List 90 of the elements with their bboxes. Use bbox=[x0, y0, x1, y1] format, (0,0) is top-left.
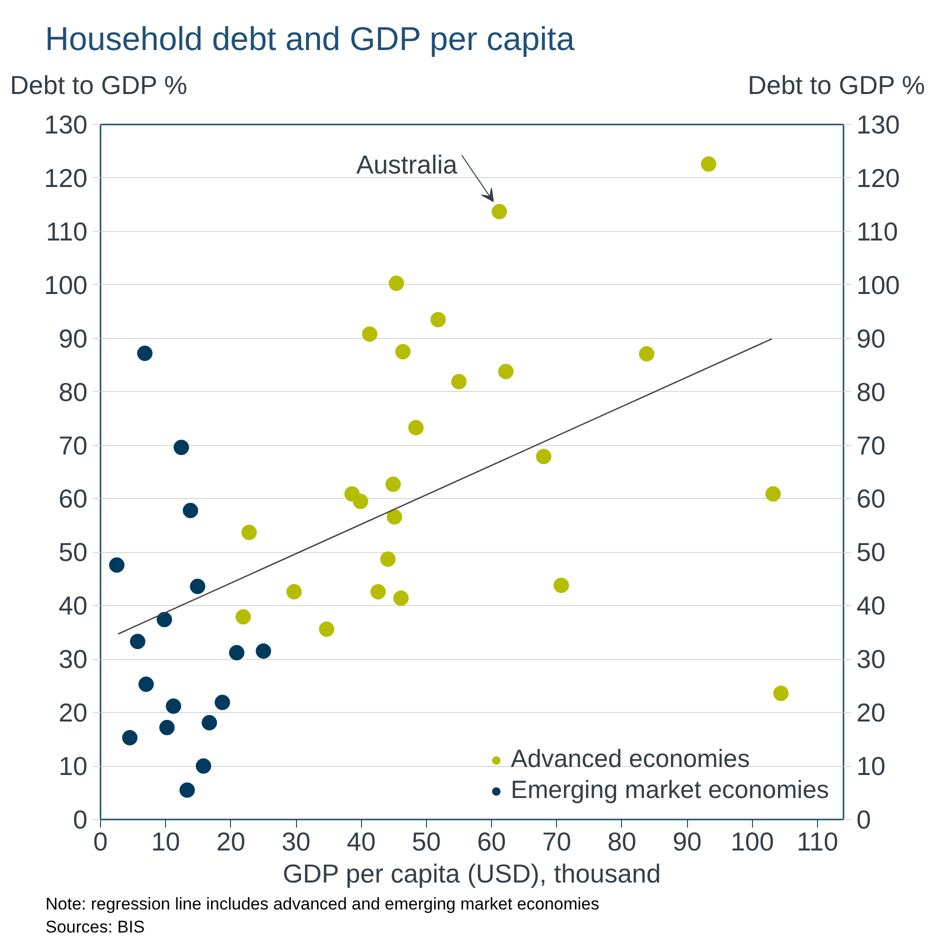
point bbox=[122, 730, 138, 746]
point bbox=[498, 364, 514, 380]
y2-tick-label: 50 bbox=[856, 537, 886, 568]
y-tick-label: 100 bbox=[44, 270, 88, 300]
point bbox=[408, 420, 424, 436]
y2-axis-title: Debt to GDP % bbox=[748, 69, 925, 102]
legend-label: Advanced economies bbox=[510, 745, 750, 774]
y2-tick-label: 20 bbox=[856, 698, 886, 728]
y-tick-label: 110 bbox=[46, 216, 88, 246]
point bbox=[451, 374, 467, 390]
point bbox=[492, 204, 508, 220]
x-tick-label: 100 bbox=[730, 826, 774, 856]
point bbox=[393, 590, 409, 606]
y2-tick-label: 130 bbox=[856, 110, 900, 140]
x-tick-label: 110 bbox=[796, 826, 838, 856]
point bbox=[214, 694, 230, 710]
point bbox=[235, 609, 251, 625]
y-tick-label: 0 bbox=[73, 804, 88, 834]
y-axis-title: Debt to GDP % bbox=[10, 69, 188, 102]
y-tick-label: 80 bbox=[58, 376, 88, 407]
y2-tick-label: 90 bbox=[856, 323, 886, 354]
y2-tick-label: 80 bbox=[856, 376, 886, 407]
y-tick-label: 90 bbox=[58, 323, 88, 354]
point bbox=[318, 621, 334, 637]
x-tick-label: 80 bbox=[607, 826, 636, 856]
point bbox=[174, 440, 190, 456]
annotation: Australia bbox=[356, 150, 458, 180]
point bbox=[130, 634, 146, 650]
x-tick-label: 40 bbox=[346, 826, 376, 856]
point bbox=[159, 720, 175, 736]
point bbox=[256, 643, 272, 659]
point bbox=[179, 782, 195, 798]
y-tick-label: 70 bbox=[58, 430, 88, 460]
y2-tick-label: 0 bbox=[856, 804, 871, 834]
point bbox=[138, 676, 154, 692]
point bbox=[385, 476, 401, 492]
x-tick-label: 20 bbox=[216, 826, 246, 856]
x-tick-label: 50 bbox=[412, 826, 441, 856]
point bbox=[286, 584, 302, 600]
y-tick-label: 30 bbox=[58, 644, 88, 674]
y-tick-label: 60 bbox=[58, 484, 88, 514]
point bbox=[241, 524, 257, 540]
x-tick-label: 70 bbox=[542, 826, 572, 856]
y2-tick-label: 100 bbox=[856, 270, 900, 300]
y2-tick-label: 120 bbox=[856, 162, 900, 193]
y-tick-label: 130 bbox=[44, 110, 88, 140]
legend-label: Emerging market economies bbox=[510, 776, 829, 805]
y-tick-label: 50 bbox=[58, 537, 88, 568]
y-tick-label: 120 bbox=[44, 162, 88, 193]
y2-tick-label: 60 bbox=[856, 484, 886, 514]
x-tick-label: 30 bbox=[282, 826, 310, 856]
point bbox=[773, 686, 789, 702]
point bbox=[228, 644, 244, 660]
x-tick-label: 0 bbox=[93, 826, 108, 856]
point bbox=[380, 551, 396, 567]
point bbox=[536, 448, 552, 464]
source-note: Sources: BIS bbox=[46, 918, 145, 936]
point bbox=[109, 557, 125, 573]
point bbox=[182, 502, 198, 518]
point bbox=[352, 494, 368, 510]
point bbox=[370, 584, 386, 600]
x-axis-title: GDP per capita (USD), thousand bbox=[282, 858, 661, 888]
point bbox=[156, 612, 172, 628]
text: Note: regression line includes advanced and emerging market economies bbox=[46, 894, 600, 914]
y2-tick-label: 70 bbox=[856, 430, 886, 460]
chart-title: Household debt and GDP per capita bbox=[45, 19, 575, 59]
point bbox=[638, 346, 654, 362]
point bbox=[137, 346, 153, 362]
point bbox=[196, 758, 212, 774]
y2-tick-label: 10 bbox=[856, 751, 886, 782]
x-tick-label: 90 bbox=[672, 826, 702, 856]
point bbox=[362, 326, 378, 342]
x-tick-label: 60 bbox=[477, 826, 506, 856]
point bbox=[700, 156, 716, 172]
y2-tick-label: 110 bbox=[856, 216, 898, 246]
point bbox=[386, 509, 402, 525]
point bbox=[202, 715, 218, 730]
point bbox=[554, 578, 570, 594]
point bbox=[395, 344, 411, 360]
x-tick-label: 10 bbox=[151, 826, 180, 856]
point bbox=[190, 578, 206, 594]
point bbox=[166, 698, 182, 714]
y-tick-label: 40 bbox=[58, 590, 88, 621]
y-tick-label: 20 bbox=[58, 698, 88, 728]
point bbox=[388, 276, 404, 292]
y-tick-label: 10 bbox=[58, 751, 88, 782]
point bbox=[430, 312, 446, 328]
point bbox=[765, 486, 781, 502]
y2-tick-label: 30 bbox=[856, 644, 886, 674]
y2-tick-label: 40 bbox=[856, 590, 886, 621]
